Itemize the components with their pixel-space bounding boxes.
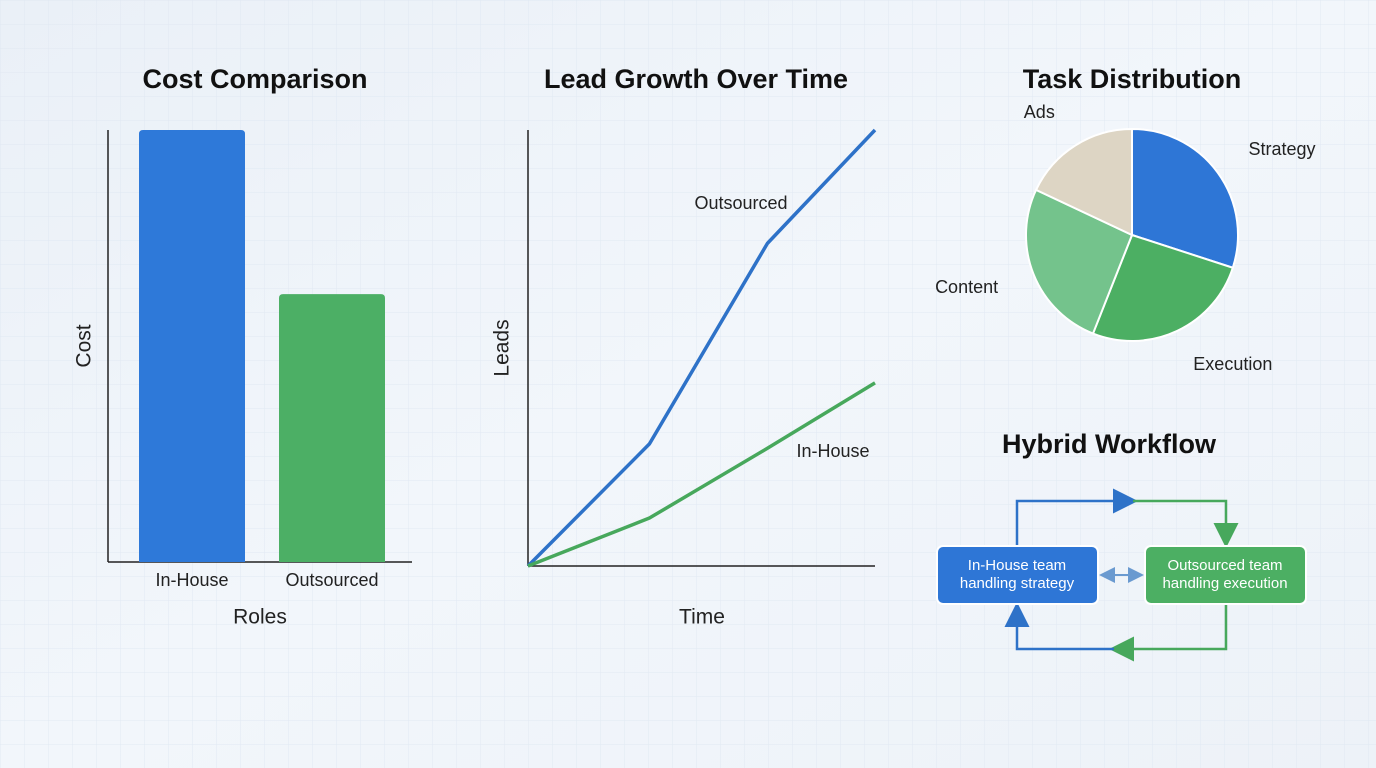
y-axis-title: Cost: [73, 324, 96, 367]
x-tick-label: Outsourced: [285, 570, 378, 590]
line: [526, 128, 877, 568]
workflow: Hybrid Workflow In-House team handling s…: [936, 429, 1307, 662]
series-label: Outsourced: [694, 193, 787, 213]
y-axis-title: Leads: [491, 319, 514, 376]
node: [936, 545, 1099, 605]
pie-slice: [1025, 188, 1134, 335]
x-axis-title: Roles: [233, 606, 287, 629]
bar: [279, 294, 385, 562]
pie-slice: [1131, 127, 1239, 270]
workflow-title: Hybrid Workflow: [1002, 429, 1217, 459]
pie-slice: [1034, 127, 1133, 237]
x-tick-label: In-House: [155, 570, 228, 590]
series-label: In-House: [796, 441, 869, 461]
line: [527, 381, 876, 568]
node-label: handling execution: [1162, 575, 1287, 592]
arrow: [1015, 488, 1138, 546]
pie-slice: [1091, 233, 1235, 342]
pie-label: Content: [935, 277, 998, 297]
node-label: Outsourced team: [1167, 557, 1282, 574]
chart-title: Lead Growth Over Time: [544, 64, 848, 94]
node-label: In-House team: [968, 557, 1066, 574]
x-axis-title: Time: [679, 606, 725, 629]
pie-label: Ads: [1024, 102, 1055, 122]
arrow: [1133, 499, 1239, 548]
bar: [139, 130, 245, 562]
arrow: [1109, 604, 1228, 662]
node-label: handling strategy: [960, 575, 1075, 592]
node: [1144, 545, 1307, 605]
chart-title: Cost Comparison: [142, 64, 367, 94]
chart-title: Task Distribution: [1023, 64, 1242, 94]
pie-label: Execution: [1193, 354, 1272, 374]
arrow: [1004, 602, 1114, 651]
pie-label: Strategy: [1248, 139, 1315, 159]
